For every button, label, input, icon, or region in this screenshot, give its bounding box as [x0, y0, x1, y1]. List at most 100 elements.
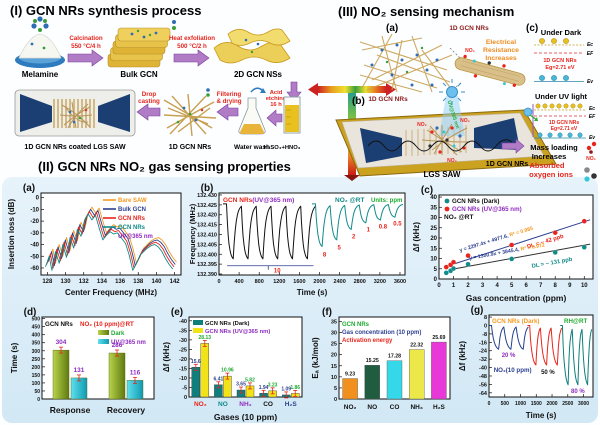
gcn-nanosheets-icon [213, 28, 291, 64]
chart-response-recovery: 0 50 100 150 200 250 300 350 400 450 500 Time (s) (d… [10, 307, 155, 415]
svg-text:10.96: 10.96 [221, 368, 234, 374]
svg-text:1: 1 [452, 283, 456, 289]
mass-loading-1: Mass loading [530, 143, 578, 152]
svg-text:0: 0 [437, 283, 441, 289]
svg-text:Recovery: Recovery [107, 405, 146, 415]
svg-text:-48: -48 [479, 374, 487, 380]
svg-text:2400: 2400 [334, 279, 346, 285]
magnified-nanorod-icon: NO₂ [449, 47, 526, 93]
ev-label: Ev [587, 79, 594, 85]
filtering-label-1: Filtering [217, 91, 242, 98]
svg-text:132.420: 132.420 [197, 213, 217, 219]
svg-text:30: 30 [430, 216, 437, 222]
svg-text:500: 500 [32, 317, 41, 323]
water-wash-label: Water wash [234, 144, 270, 151]
chart-humidity: 0 500 1000 1500 2000 2500 3000 8 0 -8 -16 -24 -32 -40… [458, 305, 594, 420]
svg-text:1500: 1500 [531, 401, 542, 407]
svg-text:132.390: 132.390 [197, 272, 217, 278]
svg-text:-40: -40 [479, 366, 487, 372]
svg-text:GCN NRs (Dark): GCN NRs (Dark) [452, 198, 499, 205]
svg-text:0: 0 [184, 395, 187, 401]
svg-text:UV@365 nm: UV@365 nm [118, 234, 153, 240]
beaker-icon [283, 96, 301, 134]
svg-text:25: 25 [331, 342, 337, 348]
svg-text:Gases (10 ppm): Gases (10 ppm) [214, 412, 277, 422]
svg-text:5: 5 [510, 283, 514, 289]
svg-text:132.395: 132.395 [197, 262, 217, 268]
svg-text:GCN NRs: GCN NRs [342, 322, 370, 328]
svg-text:GCN NRs: GCN NRs [118, 225, 146, 231]
filtering-arrow [216, 103, 239, 121]
svg-text:50 %: 50 % [541, 370, 555, 376]
svg-text:Time (s): Time (s) [297, 288, 328, 297]
svg-text:6.41: 6.41 [214, 376, 224, 382]
no2-label-device-1: NO₂ [417, 122, 427, 128]
svg-text:Gas concentration (10 ppm): Gas concentration (10 ppm) [342, 330, 421, 336]
svg-text:Δf (kHz): Δf (kHz) [458, 341, 467, 372]
mass-loading-text: Mass loading Increases Absorbed oxygen i… [529, 141, 597, 182]
svg-text:RH@RT: RH@RT [564, 318, 587, 325]
chart-calibration: 0 1 2 3 4 5 6 7 8 9 10 0 5 10 15 20 25 30 35 40 Gas concentr… [412, 185, 594, 303]
synthesis-process-panel: (I) GCN NRs synthesis process Melamine C… [10, 3, 302, 151]
svg-text:-5: -5 [182, 385, 187, 391]
svg-text:-64: -64 [479, 391, 488, 397]
lgs-saw-label: LGS SAW [424, 170, 461, 179]
svg-text:Δf (kHz): Δf (kHz) [162, 342, 171, 373]
svg-text:NO₂: NO₂ [194, 401, 207, 408]
svg-text:GCN NRs: GCN NRs [118, 216, 146, 222]
svg-text:22.32: 22.32 [410, 343, 423, 349]
ec2-label: Ec [589, 106, 595, 112]
svg-text:3000: 3000 [578, 401, 589, 407]
svg-text:20: 20 [331, 353, 337, 359]
mass-loading-2: Increases [532, 152, 567, 161]
svg-text:800: 800 [255, 279, 264, 285]
svg-text:-30: -30 [30, 231, 39, 237]
no2-molecule-label: NO₂ [465, 48, 475, 54]
svg-text:-16: -16 [479, 340, 487, 346]
svg-text:-50: -50 [30, 254, 39, 260]
svg-text:4: 4 [495, 283, 499, 289]
svg-text:H₂S: H₂S [433, 404, 446, 411]
svg-text:NO₂ (10 ppm)@RT: NO₂ (10 ppm)@RT [80, 321, 134, 328]
svg-text:286: 286 [112, 342, 123, 349]
svg-text:NO₂: NO₂ [344, 404, 357, 411]
no2-ion-label: NO₂ [586, 156, 596, 162]
svg-text:7: 7 [539, 283, 543, 289]
svg-text:400: 400 [32, 333, 41, 339]
svg-text:Activation energy: Activation energy [342, 338, 393, 344]
svg-text:(f): (f) [322, 307, 332, 318]
svg-text:NO₂ @RT: NO₂ @RT [444, 214, 473, 221]
gcn-nss-label: 2D GCN NSs [234, 70, 283, 79]
svg-text:80 %: 80 % [571, 389, 585, 395]
gcn-uv-label: 1D GCN NRs [549, 120, 580, 126]
mechanism-b-label: (b) [352, 96, 365, 107]
down-arrow [286, 81, 302, 102]
svg-text:25: 25 [430, 226, 437, 232]
svg-text:2500: 2500 [562, 401, 573, 407]
uv-lamp-icon [439, 79, 465, 105]
svg-text:1.09: 1.09 [281, 386, 291, 392]
svg-text:GCN NRs (UV@365 nm): GCN NRs (UV@365 nm) [205, 329, 270, 335]
saw-device-icon [14, 89, 136, 137]
svg-text:0: 0 [434, 277, 438, 283]
svg-text:15.6: 15.6 [191, 359, 201, 365]
svg-text:6: 6 [524, 283, 528, 289]
svg-text:8: 8 [554, 283, 558, 289]
acid-label-3: 16 h [270, 102, 282, 108]
svg-text:Bare SAW: Bare SAW [118, 198, 147, 204]
svg-text:131: 131 [74, 367, 85, 374]
svg-text:Time (s): Time (s) [10, 342, 19, 373]
acid-label-2: etching [266, 96, 287, 102]
nanorods-icon [163, 88, 217, 137]
svg-text:9.23: 9.23 [345, 372, 355, 378]
svg-text:3.65: 3.65 [236, 382, 246, 388]
svg-text:132.430: 132.430 [197, 193, 217, 199]
svg-text:-56: -56 [479, 382, 487, 388]
svg-text:116: 116 [130, 369, 141, 376]
svg-text:0: 0 [36, 196, 40, 202]
svg-text:Frequency (MHz): Frequency (MHz) [188, 203, 197, 264]
svg-text:1.86: 1.86 [290, 385, 300, 391]
svg-text:-8: -8 [482, 332, 487, 338]
svg-text:250: 250 [32, 357, 41, 363]
under-uv-label: Under UV light [535, 92, 588, 101]
